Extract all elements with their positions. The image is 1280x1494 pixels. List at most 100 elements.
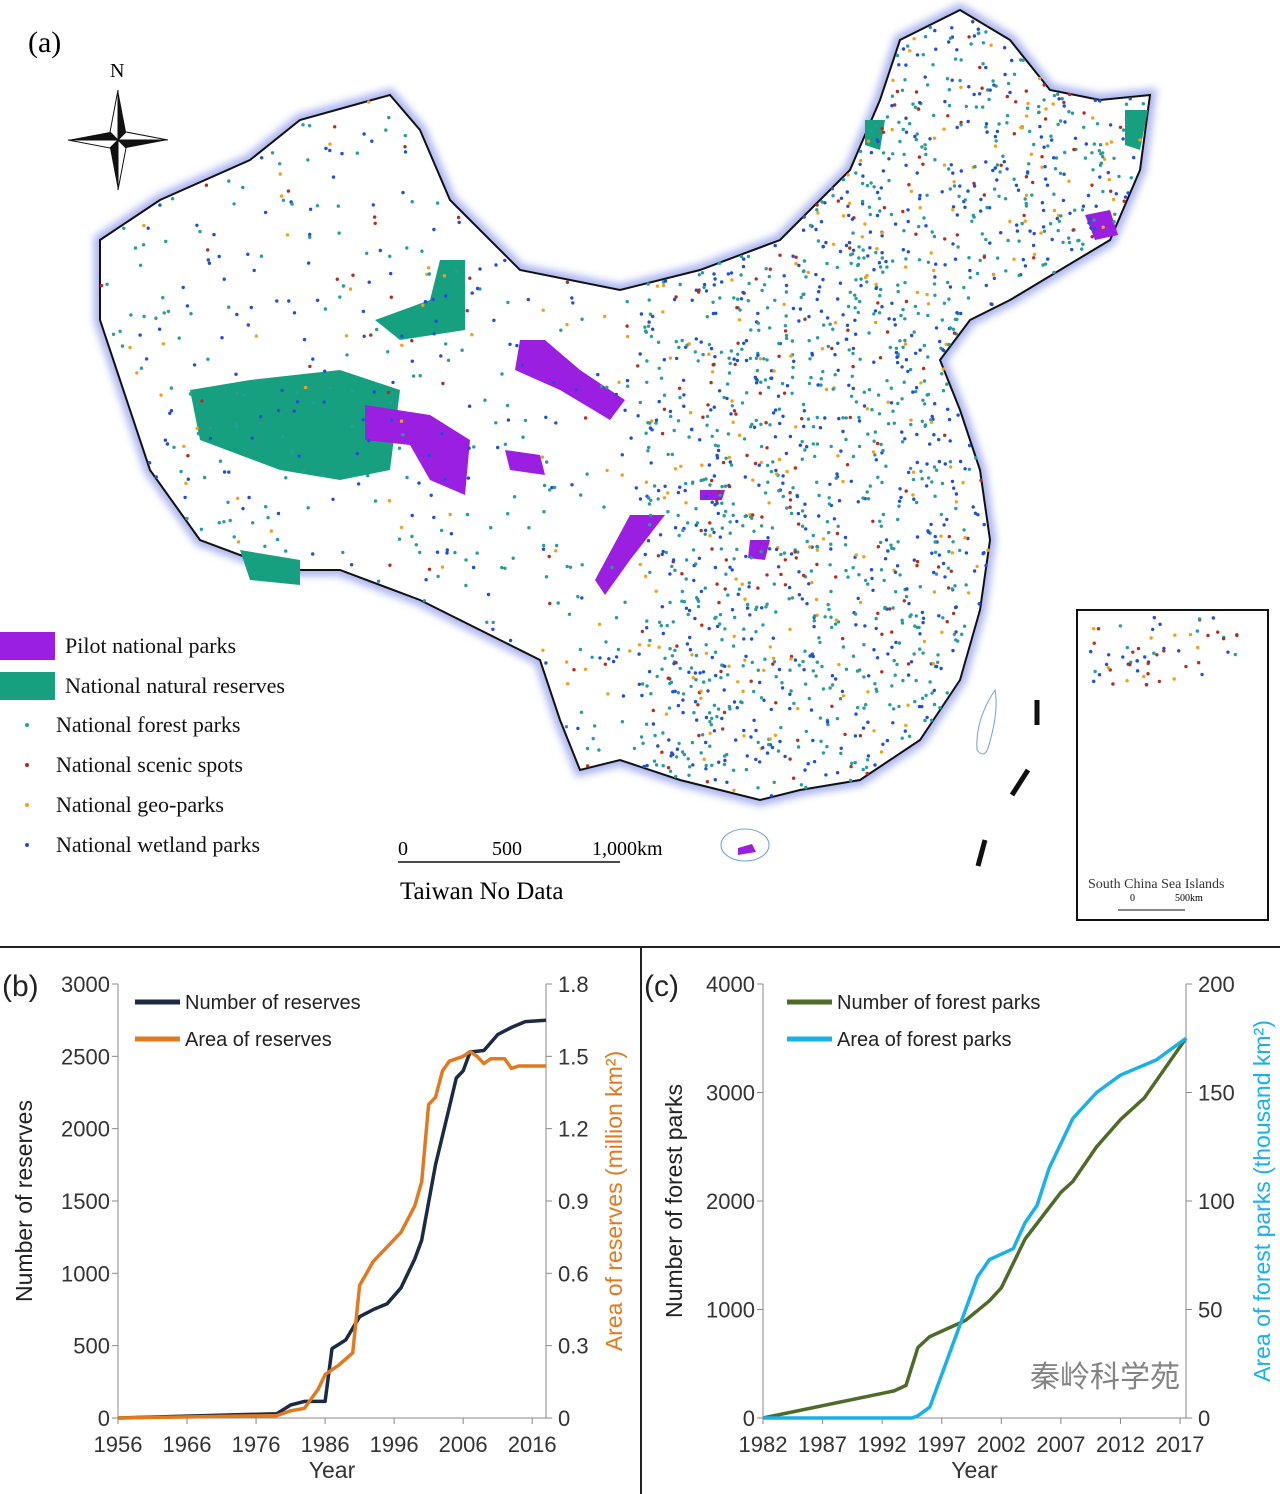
park-dot xyxy=(526,297,530,302)
park-dot xyxy=(355,451,359,456)
park-dot xyxy=(762,668,766,672)
park-dot xyxy=(1060,97,1064,101)
park-dot xyxy=(687,773,691,777)
park-dot xyxy=(984,122,989,126)
inset-park-dot xyxy=(1162,646,1166,651)
park-dot xyxy=(947,417,952,422)
park-dot xyxy=(351,388,355,393)
y2-tick-label: 200 xyxy=(1198,972,1235,997)
park-dot xyxy=(857,256,861,260)
park-dot xyxy=(1068,211,1072,215)
park-dot xyxy=(662,358,666,362)
park-dot xyxy=(805,445,809,449)
park-dot xyxy=(1031,243,1036,248)
park-dot xyxy=(183,495,187,500)
park-dot xyxy=(453,550,457,555)
park-dot xyxy=(691,548,696,552)
park-dot xyxy=(889,401,894,405)
park-dot xyxy=(867,674,871,678)
park-dot xyxy=(439,528,444,533)
park-dot xyxy=(680,750,685,754)
park-dot xyxy=(761,746,765,750)
park-dot xyxy=(500,372,504,376)
legend-label: Number of reserves xyxy=(185,992,361,1014)
park-dot xyxy=(808,223,813,228)
park-dot xyxy=(836,368,840,372)
inset-park-dot xyxy=(1155,653,1159,657)
park-dot xyxy=(915,171,919,175)
park-dot xyxy=(932,688,936,693)
park-dot xyxy=(202,475,207,480)
legend-item: National forest parks xyxy=(0,712,241,738)
park-dot xyxy=(802,292,806,296)
park-dot xyxy=(929,251,933,255)
park-dot xyxy=(803,649,807,653)
park-dot xyxy=(759,550,763,554)
park-dot xyxy=(440,432,444,436)
park-dot xyxy=(387,499,392,503)
park-dot xyxy=(803,682,808,686)
park-dot xyxy=(576,594,580,599)
park-dot xyxy=(744,767,749,772)
park-dot xyxy=(821,687,826,691)
park-dot xyxy=(833,373,837,377)
y2-tick-label: 1.5 xyxy=(558,1044,589,1069)
park-dot xyxy=(625,334,630,339)
park-dot xyxy=(564,660,569,664)
park-dot xyxy=(762,283,767,287)
park-dot xyxy=(579,493,583,497)
park-dot xyxy=(904,594,909,599)
park-dot xyxy=(1029,152,1034,156)
park-dot xyxy=(744,358,749,363)
park-dot xyxy=(891,409,895,413)
park-dot xyxy=(874,626,878,631)
park-dot xyxy=(790,596,795,600)
park-dot xyxy=(859,600,863,605)
park-dot xyxy=(710,370,715,374)
park-dot xyxy=(866,254,870,258)
park-dot xyxy=(718,296,722,300)
park-dot xyxy=(791,306,796,311)
park-dot xyxy=(656,488,661,493)
park-dot xyxy=(900,618,904,622)
park-dot xyxy=(874,616,878,621)
park-dot xyxy=(835,472,839,476)
park-dot xyxy=(820,664,824,669)
park-dot xyxy=(838,249,843,254)
park-dot xyxy=(843,732,847,737)
park-dot xyxy=(403,133,407,138)
park-dot xyxy=(659,376,664,380)
park-dot xyxy=(708,521,712,525)
park-dot xyxy=(830,674,835,678)
park-dot xyxy=(885,115,890,119)
reserve-patch xyxy=(240,550,300,585)
park-dot xyxy=(797,570,801,574)
park-dot xyxy=(854,278,858,282)
park-dot xyxy=(738,308,742,312)
park-dot xyxy=(936,660,940,664)
park-dot xyxy=(552,485,557,490)
park-dot xyxy=(968,268,972,273)
park-dot xyxy=(762,357,766,361)
park-dot xyxy=(165,442,170,446)
park-dot xyxy=(311,552,315,556)
park-dot xyxy=(918,647,922,651)
park-dot xyxy=(743,514,747,518)
park-dot xyxy=(768,645,772,649)
park-dot xyxy=(819,377,823,381)
park-dot xyxy=(621,694,626,698)
park-dot xyxy=(350,424,354,429)
park-dot xyxy=(754,377,759,381)
park-dot xyxy=(138,263,143,267)
park-dot xyxy=(1062,104,1066,108)
park-dot xyxy=(741,290,745,295)
park-dot xyxy=(815,415,819,420)
park-dot xyxy=(743,597,747,601)
park-dot xyxy=(950,587,954,591)
park-dot xyxy=(708,720,712,724)
park-dot xyxy=(873,763,877,767)
park-dot xyxy=(887,178,891,183)
park-dot xyxy=(709,346,714,351)
park-dot xyxy=(554,549,558,553)
park-dot xyxy=(681,528,685,533)
